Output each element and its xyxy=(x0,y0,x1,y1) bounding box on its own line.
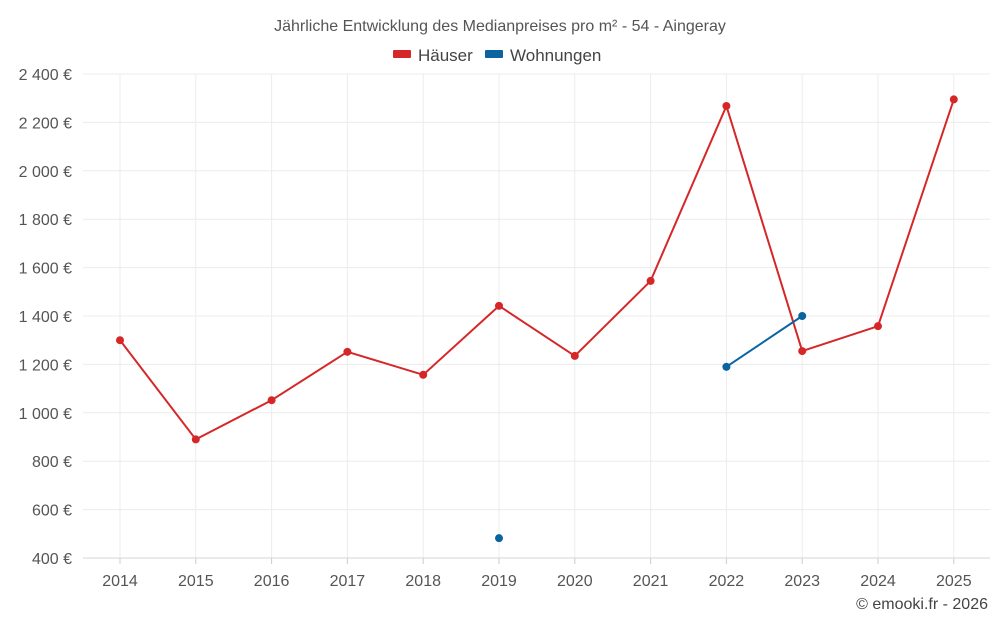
x-axis: 2014 2015 2016 2017 2018 2019 2020 2021 2022 2023… xyxy=(83,557,990,590)
x-tick-label: 2015 xyxy=(178,573,214,590)
x-tick-label: 2019 xyxy=(481,573,517,590)
x-tick-label: 2018 xyxy=(405,573,441,590)
point-haeuser-2017[interactable] xyxy=(343,347,352,356)
y-tick-label: 600 € xyxy=(32,503,72,520)
grid xyxy=(83,73,990,559)
point-haeuser-2016[interactable] xyxy=(267,396,276,405)
y-tick-label: 1 600 € xyxy=(19,261,72,278)
point-haeuser-2024[interactable] xyxy=(874,322,882,331)
point-haeuser-2018[interactable] xyxy=(419,370,428,379)
x-tick-label: 2020 xyxy=(557,573,593,590)
point-haeuser-2020[interactable] xyxy=(570,351,579,360)
legend-item-wohnungen[interactable]: Wohnungen xyxy=(485,46,601,65)
series xyxy=(116,95,958,543)
x-tick-label: 2024 xyxy=(860,573,896,590)
line-wohnungen xyxy=(725,315,803,368)
y-tick-label: 800 € xyxy=(32,454,72,471)
legend-item-haeuser[interactable]: Häuser xyxy=(393,46,473,65)
point-haeuser-2023[interactable] xyxy=(798,347,807,356)
y-tick-label: 1 200 € xyxy=(19,357,72,374)
point-wohnungen-2022[interactable] xyxy=(722,362,731,371)
x-tick-label: 2016 xyxy=(254,573,290,590)
y-axis: 400 € 600 € 800 € 1 000 € 1 200 € 1 400 € 1 60… xyxy=(19,67,72,568)
point-wohnungen-2019[interactable] xyxy=(495,534,503,543)
series-haeuser xyxy=(116,95,958,444)
chart-title: Jährliche Entwicklung des Medianpreises … xyxy=(274,18,726,35)
point-haeuser-2021[interactable] xyxy=(646,276,655,285)
y-tick-label: 400 € xyxy=(32,551,72,568)
point-haeuser-2014[interactable] xyxy=(116,336,124,345)
point-wohnungen-2023[interactable] xyxy=(798,312,807,320)
y-tick-label: 2 400 € xyxy=(19,67,72,84)
point-haeuser-2022[interactable] xyxy=(722,101,731,110)
legend: Häuser Wohnungen xyxy=(393,46,601,65)
line-haeuser xyxy=(119,99,955,441)
y-tick-label: 1 400 € xyxy=(19,309,72,326)
x-tick-label: 2025 xyxy=(936,573,972,590)
series-wohnungen xyxy=(495,312,807,543)
x-tick-label: 2014 xyxy=(102,573,138,590)
credit-text: © emooki.fr - 2026 xyxy=(856,596,988,613)
x-tick-label: 2021 xyxy=(633,573,669,590)
point-haeuser-2019[interactable] xyxy=(495,301,503,310)
y-tick-label: 1 000 € xyxy=(19,406,72,423)
y-tick-label: 1 800 € xyxy=(19,212,72,229)
legend-label-wohnungen: Wohnungen xyxy=(510,46,601,65)
y-tick-label: 2 200 € xyxy=(19,115,72,132)
point-haeuser-2025[interactable] xyxy=(949,95,958,104)
legend-swatch-wohnungen xyxy=(485,50,503,58)
x-tick-label: 2022 xyxy=(709,573,745,590)
legend-label-haeuser: Häuser xyxy=(418,46,473,65)
x-tick-label: 2023 xyxy=(784,573,820,590)
legend-swatch-haeuser xyxy=(393,50,411,58)
x-tick-label: 2017 xyxy=(330,573,366,590)
y-tick-label: 2 000 € xyxy=(19,164,72,181)
point-haeuser-2015[interactable] xyxy=(191,435,200,444)
